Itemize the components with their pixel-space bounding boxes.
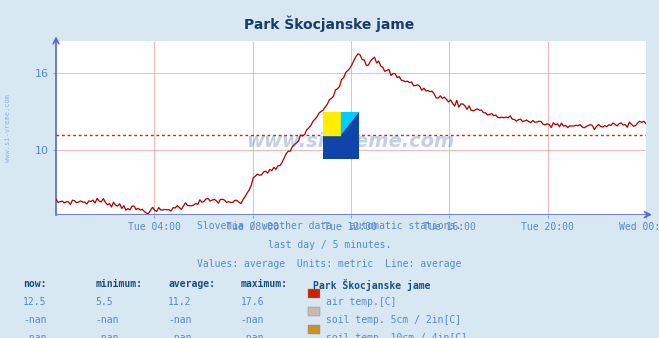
Text: -nan: -nan (96, 333, 119, 338)
Text: 11.2: 11.2 (168, 297, 192, 307)
Text: Values: average  Units: metric  Line: average: Values: average Units: metric Line: aver… (197, 259, 462, 269)
Text: -nan: -nan (168, 315, 192, 325)
Text: 5.5: 5.5 (96, 297, 113, 307)
Text: -nan: -nan (241, 333, 264, 338)
Text: last day / 5 minutes.: last day / 5 minutes. (268, 240, 391, 250)
Text: Park Škocjanske jame: Park Škocjanske jame (244, 15, 415, 32)
Polygon shape (341, 112, 359, 135)
Text: Park Škocjanske jame: Park Škocjanske jame (313, 279, 430, 291)
Text: average:: average: (168, 279, 215, 289)
Text: www.si-vreme.com: www.si-vreme.com (5, 94, 11, 163)
Text: soil temp. 10cm / 4in[C]: soil temp. 10cm / 4in[C] (326, 333, 467, 338)
Text: -nan: -nan (23, 333, 47, 338)
Text: -nan: -nan (23, 315, 47, 325)
Text: maximum:: maximum: (241, 279, 287, 289)
Text: minimum:: minimum: (96, 279, 142, 289)
Text: www.si-vreme.com: www.si-vreme.com (246, 132, 455, 151)
Polygon shape (341, 112, 359, 135)
Polygon shape (323, 112, 341, 135)
Text: air temp.[C]: air temp.[C] (326, 297, 396, 307)
Text: 12.5: 12.5 (23, 297, 47, 307)
Text: now:: now: (23, 279, 47, 289)
Text: -nan: -nan (96, 315, 119, 325)
Text: -nan: -nan (241, 315, 264, 325)
Text: 17.6: 17.6 (241, 297, 264, 307)
Text: -nan: -nan (168, 333, 192, 338)
Text: Slovenia / weather data - automatic stations.: Slovenia / weather data - automatic stat… (197, 221, 462, 232)
Text: soil temp. 5cm / 2in[C]: soil temp. 5cm / 2in[C] (326, 315, 461, 325)
